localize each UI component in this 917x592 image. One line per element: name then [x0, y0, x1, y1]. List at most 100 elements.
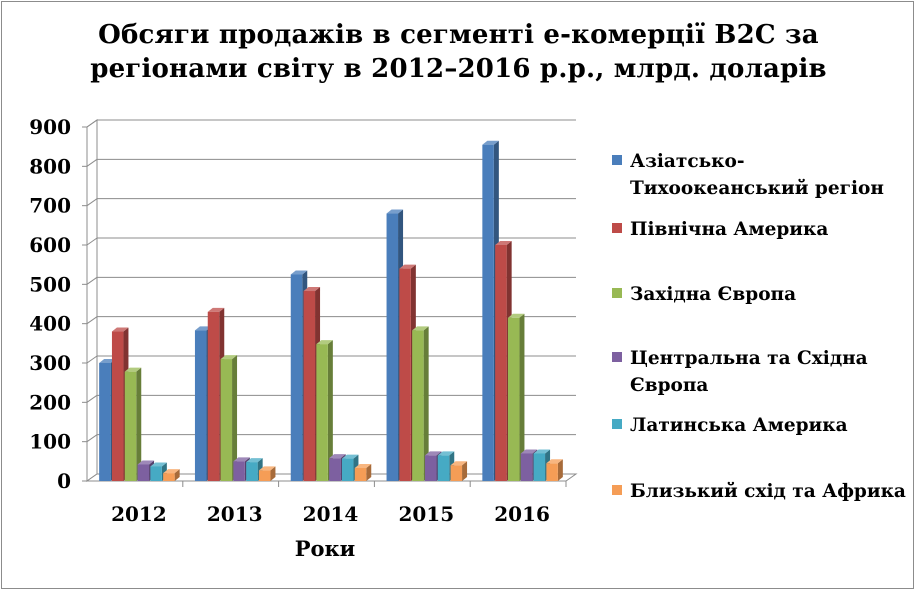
y-tick-label: 700 [29, 194, 71, 218]
bar [137, 464, 150, 481]
bar [99, 363, 111, 481]
bar-side [366, 464, 372, 481]
bar-side [557, 459, 563, 481]
x-tick-label: 2016 [494, 502, 550, 526]
bar-top [495, 241, 512, 245]
chart-title-line-1: Обсяги продажів в сегменті е-комерції В2… [98, 20, 819, 50]
gridline-wall [86, 198, 98, 207]
bar-top [258, 466, 276, 471]
bar-top [194, 326, 212, 331]
legend-item: Латинська Америка [612, 412, 910, 439]
bar-top [137, 460, 155, 465]
bar-top [111, 327, 129, 332]
bar [233, 461, 245, 481]
bar [437, 455, 450, 481]
legend-item: Західна Європа [612, 281, 910, 308]
bar [546, 463, 558, 481]
y-tick-label: 800 [29, 154, 71, 178]
bar-top [316, 340, 333, 345]
y-tick-label: 500 [29, 272, 71, 296]
bar [207, 311, 220, 481]
bar-top [412, 326, 429, 331]
y-tick-label: 600 [29, 233, 71, 257]
bar-top [290, 270, 308, 275]
bar [412, 330, 424, 481]
bar-side [327, 340, 333, 481]
y-tick-label: 400 [29, 312, 71, 336]
gridline-wall [86, 355, 98, 364]
bar [386, 213, 399, 482]
bar-top [424, 451, 442, 456]
bar [507, 317, 520, 481]
bar [194, 330, 207, 481]
gridline-wall [86, 394, 98, 403]
bar-top [150, 462, 167, 467]
bar [316, 344, 328, 481]
y-tick-label: 0 [57, 469, 71, 493]
legend-label: Північна Америка [630, 219, 829, 240]
bar [533, 453, 546, 481]
bar-side [174, 469, 180, 481]
bar-side [270, 466, 276, 481]
bar [150, 466, 162, 481]
bar [220, 359, 233, 481]
bar-top [233, 457, 250, 462]
bar [450, 465, 463, 481]
chart-title: Обсяги продажів в сегменті е-комерції В2… [0, 18, 917, 86]
bar-top [520, 449, 538, 454]
bar-top [303, 287, 321, 292]
bar-side [232, 355, 238, 481]
bar [329, 458, 341, 481]
bar [424, 455, 437, 481]
legend-swatch [612, 223, 622, 233]
legend-swatch [612, 352, 622, 362]
x-axis-label: Роки [295, 536, 356, 561]
bar [354, 468, 367, 481]
gridline-wall [86, 119, 98, 128]
bar [482, 144, 494, 481]
gridline-wall [86, 276, 98, 285]
bar-top [533, 449, 551, 454]
bar-top [220, 355, 238, 360]
bar-top [354, 464, 372, 469]
bar-top [507, 313, 525, 318]
legend-label: Західна Європа [630, 284, 797, 305]
legend-item: Близький схід та Африка [612, 478, 910, 505]
legend-item: Центральна та Східна Європа [612, 345, 910, 399]
legend-label: Латинська Америка [630, 415, 848, 436]
bar [124, 371, 137, 481]
gridline-wall [86, 316, 98, 325]
y-tick-label: 100 [29, 430, 71, 454]
bar [246, 462, 258, 481]
gridline-wall [86, 434, 98, 443]
bar-top [99, 359, 116, 363]
bar-top [341, 454, 359, 459]
x-tick-label: 2015 [398, 502, 454, 526]
x-tick-label: 2013 [207, 502, 263, 526]
side-wall [86, 119, 98, 482]
legend-swatch [612, 419, 622, 429]
bar [258, 470, 271, 481]
bar-top [386, 209, 404, 214]
y-tick-label: 200 [29, 390, 71, 414]
legend-swatch [612, 155, 622, 165]
bar-top [399, 264, 416, 269]
bar-side [136, 367, 142, 481]
bar-top [163, 469, 180, 474]
bar-top [124, 367, 142, 372]
bar [163, 473, 175, 481]
legend-label: Азіатсько-Тихоокеанський регіон [630, 151, 884, 199]
legend-label: Центральна та Східна Європа [630, 348, 868, 396]
x-tick-label: 2012 [111, 502, 167, 526]
legend-item: Азіатсько-Тихоокеанський регіон [612, 148, 910, 202]
gridline-wall [86, 158, 98, 167]
legend-swatch [612, 485, 622, 495]
chart-title-line-2: регіонами світу в 2012–2016 р.р., млрд. … [90, 54, 827, 84]
bar [520, 453, 533, 481]
y-tick-label: 300 [29, 351, 71, 375]
bar-side [423, 326, 429, 481]
bar-top [546, 459, 563, 464]
bar-top [329, 454, 346, 459]
